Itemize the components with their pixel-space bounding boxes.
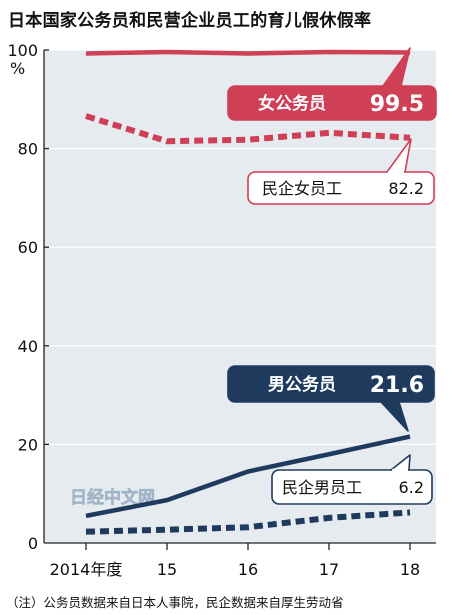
callout-value: 99.5 (370, 92, 424, 117)
female-private-line (85, 113, 411, 145)
callout-label: 女公务员 (258, 93, 326, 114)
x-tick-label: 15 (157, 560, 177, 579)
watermark: 日经中文网 (70, 487, 155, 508)
female-civil-line (85, 49, 411, 56)
callout-female-private: 民企女员工 82.2 (247, 138, 435, 205)
y-tick-label: 100 (7, 41, 38, 60)
plot-area (44, 50, 436, 543)
callout-label: 民企女员工 (262, 179, 342, 198)
x-tick-label: 2014年度 (50, 560, 123, 579)
callout-box (227, 85, 437, 121)
y-tick-label: 20 (18, 435, 38, 454)
callout-box (247, 171, 435, 205)
callout-box (271, 469, 433, 505)
callout-value: 21.6 (370, 373, 424, 398)
callout-value: 6.2 (399, 478, 424, 497)
callout-label: 民企男员工 (282, 478, 362, 497)
y-tick-label: 40 (18, 337, 38, 356)
y-tick-label: 0 (28, 534, 38, 553)
y-unit-label: % (10, 59, 25, 78)
callout-male-civil: 男公务员 21.6 (227, 365, 435, 432)
callout-male-private: 民企男员工 6.2 (271, 454, 433, 505)
x-tick-label: 16 (238, 560, 258, 579)
callout-female-civil: 女公务员 99.5 (227, 47, 437, 121)
callout-label: 男公务员 (268, 374, 336, 395)
callout-value: 82.2 (388, 179, 424, 198)
x-tick-label: 17 (319, 560, 339, 579)
y-tick-label: 80 (18, 140, 38, 159)
x-tick-label: 18 (400, 560, 420, 579)
y-tick-label: 60 (18, 238, 38, 257)
page-title: 日本国家公务员和民营企业员工的育儿假休假率 (8, 11, 372, 31)
callout-box (227, 365, 435, 403)
footnote: （注）公务员数据来自日本人事院，民企数据来自厚生劳动省 (6, 595, 344, 610)
